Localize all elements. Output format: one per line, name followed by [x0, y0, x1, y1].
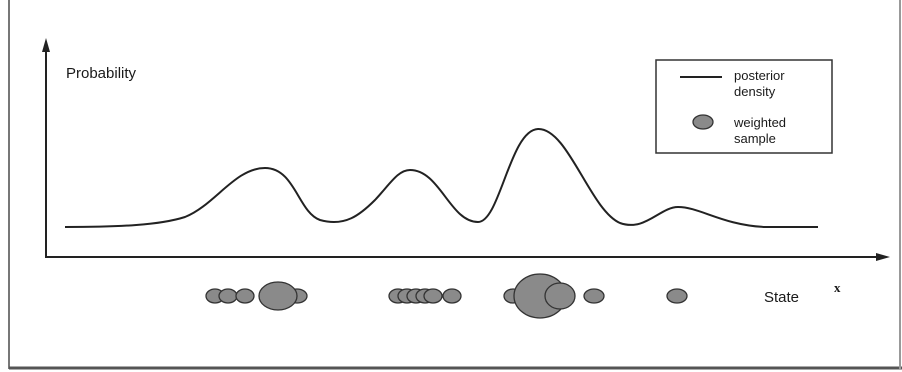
state-label: State [764, 289, 799, 306]
weighted-sample [544, 282, 576, 310]
weighted-samples [205, 273, 688, 319]
x-axis [46, 253, 890, 261]
legend-sample-swatch [692, 114, 714, 130]
legend-density-label-line2: density [734, 84, 776, 99]
weighted-sample [583, 288, 605, 304]
x-axis-arrowhead [876, 253, 890, 261]
y-axis-arrowhead [42, 38, 50, 52]
weighted-sample [218, 288, 238, 304]
legend-sample-label-line2: sample [734, 131, 776, 146]
legend-density-label-line1: posterior [734, 68, 785, 83]
posterior-density-curve [64, 127, 818, 228]
x-axis-symbol: x [834, 280, 841, 295]
legend: posterior density weighted sample [655, 59, 833, 154]
legend-box [655, 59, 833, 154]
y-axis-label: Probability [66, 65, 137, 82]
weighted-sample [442, 288, 462, 304]
weighted-sample [423, 288, 443, 304]
y-axis [42, 38, 50, 258]
weighted-sample [258, 281, 298, 311]
figure-frame [8, 0, 902, 370]
legend-sample-label-line1: weighted [733, 115, 786, 130]
weighted-sample [235, 288, 255, 304]
weighted-sample [666, 288, 688, 304]
